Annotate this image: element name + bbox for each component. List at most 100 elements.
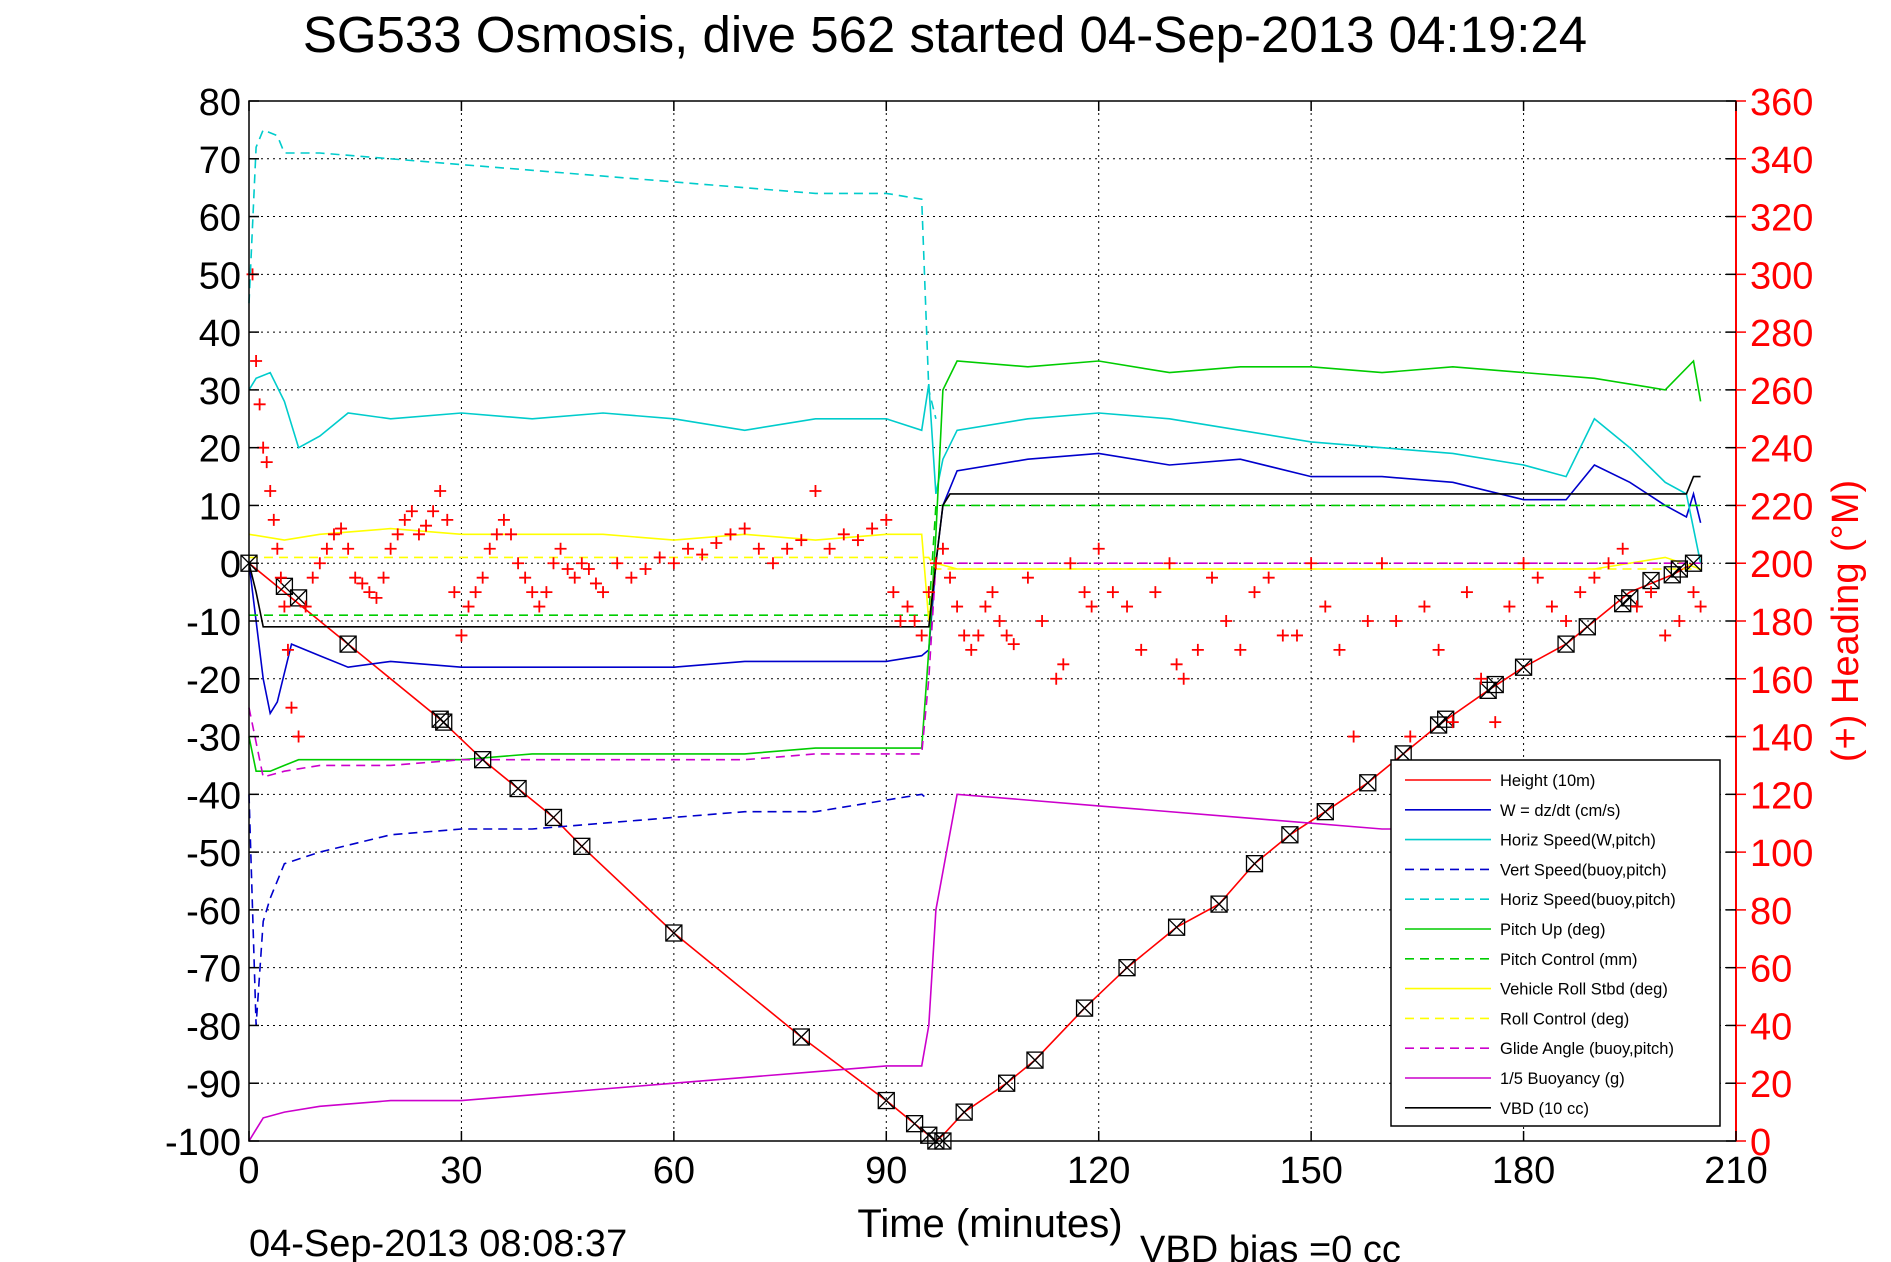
depth-marker-cross [1210, 895, 1228, 913]
depth-marker [509, 779, 527, 798]
heading-marker [1064, 557, 1077, 570]
series-line-5 [248, 128, 937, 419]
heading-marker [281, 643, 294, 656]
heading-marker [951, 600, 964, 613]
depth-marker-cross [545, 808, 562, 826]
depth-marker-cross [1437, 710, 1455, 728]
depth-marker-box [955, 1103, 973, 1121]
markers-layer [240, 268, 1707, 1150]
heading-marker [682, 542, 695, 555]
depth-marker-box [1210, 895, 1228, 913]
y-left-tick-label: -50 [186, 833, 241, 875]
depth-marker [339, 635, 357, 653]
heading-marker [1446, 716, 1459, 729]
heading-marker [880, 513, 893, 526]
heading-marker [1248, 586, 1261, 599]
depth-marker [1210, 895, 1228, 913]
heading-marker [1418, 600, 1431, 613]
legend-label: Pitch Control (mm) [1500, 951, 1638, 969]
heading-marker [391, 528, 404, 541]
depth-marker-box [1621, 589, 1639, 607]
depth-marker-box [435, 713, 453, 731]
depth-marker-box [1514, 658, 1533, 676]
heading-marker [1545, 600, 1558, 613]
heading-marker [1191, 643, 1204, 656]
heading-marker [639, 563, 652, 575]
heading-marker [582, 563, 595, 575]
depth-marker [1026, 1051, 1044, 1069]
y-right-tick-label: 260 [1750, 371, 1813, 413]
depth-marker [289, 589, 308, 607]
legend-label: Vehicle Roll Stbd (deg) [1500, 981, 1668, 999]
series-line-7 [249, 504, 1701, 617]
legend: Height (10m) W = dz/dt (cm/s) Horiz Speed(… [1390, 759, 1721, 1127]
y-right-tick-label: 220 [1750, 486, 1813, 528]
heading-marker [1290, 629, 1303, 642]
heading-marker [274, 571, 287, 584]
x-tick-label: 180 [1492, 1150, 1555, 1192]
y-left-tick-label: 50 [199, 255, 241, 297]
heading-marker [1262, 571, 1275, 584]
depth-marker-cross [339, 635, 357, 653]
depth-marker-box [1118, 959, 1136, 977]
y-right-tick-label: 200 [1750, 544, 1813, 586]
heading-marker [306, 571, 319, 584]
heading-marker [1503, 600, 1516, 613]
heading-marker [915, 629, 928, 642]
series-line-12 [248, 475, 1701, 628]
heading-marker [504, 528, 517, 541]
legend-label: Height (10m) [1500, 772, 1595, 790]
depth-marker [1437, 710, 1455, 728]
y-left-tick-label: 80 [199, 82, 241, 124]
heading-marker [1305, 557, 1318, 570]
heading-marker [469, 586, 482, 599]
y-right-tick-label: 80 [1750, 891, 1792, 933]
depth-marker-cross [290, 589, 308, 607]
depth-marker-cross [435, 713, 453, 731]
y-right-tick-label: 320 [1750, 198, 1813, 240]
y-right-tick-label: 180 [1750, 602, 1813, 644]
heading-marker [1673, 615, 1686, 627]
right-axis-label: (+) Heading (°M) [1825, 480, 1867, 762]
heading-marker [497, 513, 510, 526]
depth-marker [544, 808, 563, 827]
depth-marker [1578, 618, 1596, 636]
depth-marker-box [431, 710, 449, 728]
heading-marker [1390, 615, 1403, 627]
depth-marker-box [1026, 1051, 1044, 1069]
heading-marker [724, 528, 737, 541]
heading-marker [1206, 571, 1219, 584]
y-right-tick-label: 100 [1750, 833, 1813, 875]
heading-marker [1630, 600, 1643, 613]
heading-marker [420, 519, 433, 532]
legend-label: W = dz/dt (cm/s) [1500, 802, 1621, 820]
y-left-tick-label: 70 [199, 140, 241, 182]
series-line-10 [248, 562, 1701, 778]
heading-marker [1085, 600, 1098, 613]
depth-marker-box [1578, 618, 1596, 636]
depth-marker-cross [1685, 554, 1702, 572]
heading-marker [313, 557, 326, 570]
heading-marker [696, 548, 709, 561]
depth-marker-box [1684, 554, 1703, 572]
depth-marker [1663, 566, 1681, 584]
heading-marker [1163, 557, 1176, 570]
depth-marker-cross [1486, 676, 1504, 694]
heading-marker [823, 542, 836, 555]
y-left-tick-label: -90 [186, 1064, 241, 1106]
heading-marker [253, 398, 266, 411]
y-right-tick-label: 60 [1750, 949, 1792, 991]
depth-marker-box [544, 808, 563, 827]
depth-marker-box [339, 635, 357, 653]
y-left-tick-label: -40 [186, 775, 241, 817]
depth-marker-box [1663, 566, 1681, 584]
footer-vbd-bias: VBD bias =0 cc [1140, 1229, 1401, 1262]
heading-marker [738, 522, 751, 535]
depth-marker [1557, 635, 1575, 653]
heading-marker [285, 701, 298, 714]
y-left-tick-label: -10 [186, 602, 241, 644]
heading-marker [887, 586, 900, 599]
grid [249, 101, 1736, 1141]
depth-marker [573, 837, 591, 855]
x-tick-label: 60 [653, 1150, 695, 1192]
